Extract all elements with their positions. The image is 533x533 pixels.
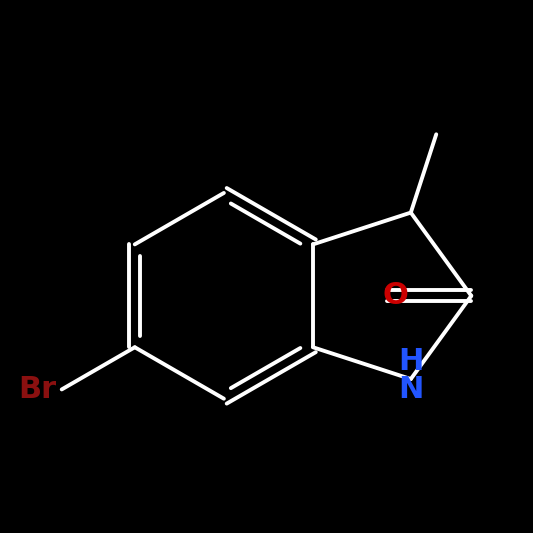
- Text: N: N: [398, 375, 424, 404]
- Text: O: O: [382, 281, 408, 310]
- Text: H: H: [398, 347, 424, 376]
- Text: Br: Br: [19, 375, 56, 404]
